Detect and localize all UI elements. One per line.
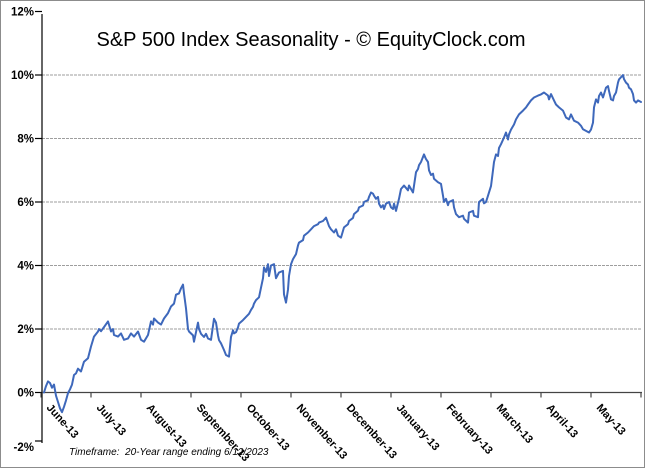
month-label: May-13 — [594, 402, 628, 438]
series-line — [43, 74, 642, 414]
month-label: January-13 — [394, 402, 442, 453]
month-label: June-13 — [44, 402, 81, 441]
month-label: October-13 — [244, 402, 292, 453]
month-label: April-13 — [544, 402, 580, 440]
axes — [35, 10, 642, 443]
chart-title: S&P 500 Index Seasonality - © EquityCloc… — [96, 29, 526, 51]
y-tick-labels: 12% 10% 8% 6% 4% 2% 0% -2% — [11, 7, 34, 455]
y-tick-label: -2% — [14, 442, 34, 454]
month-label: February-13 — [444, 402, 495, 457]
y-gridlines — [42, 74, 641, 330]
y-tick-label: 4% — [17, 261, 34, 273]
seasonality-line — [43, 74, 642, 414]
timeframe-footer: Timeframe: 20-Year range ending 6/12/202… — [69, 447, 269, 458]
y-tick-label: 8% — [17, 134, 34, 146]
y-tick-label: 6% — [17, 197, 34, 209]
y-tick-label: 0% — [17, 388, 34, 400]
month-label: August-13 — [144, 402, 189, 450]
y-tick-label: 12% — [11, 7, 34, 19]
month-label: March-13 — [494, 402, 535, 446]
y-tick-label: 2% — [17, 324, 34, 336]
month-label: December-13 — [344, 402, 399, 461]
y-tick-label: 10% — [11, 70, 34, 82]
month-label: July-13 — [94, 402, 128, 438]
month-label: November-13 — [294, 402, 350, 462]
